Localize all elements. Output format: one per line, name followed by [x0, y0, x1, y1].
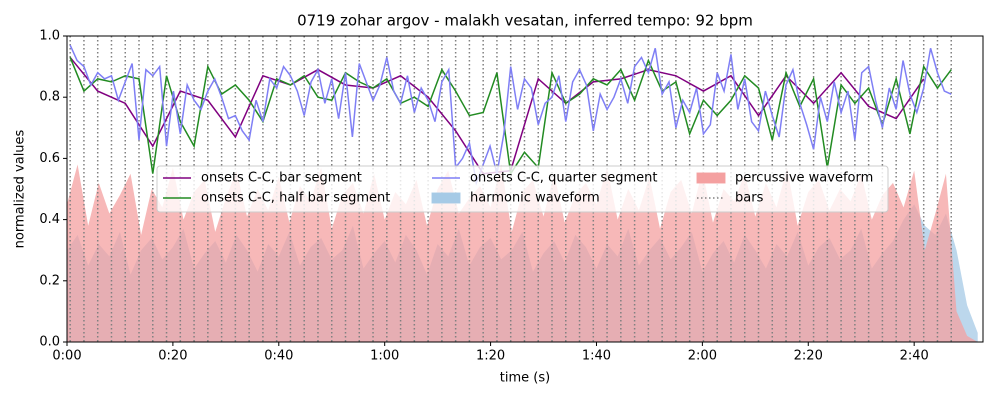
legend-swatch — [696, 172, 726, 184]
legend-label: harmonic waveform — [470, 191, 600, 206]
y-tick-label: 1.0 — [39, 29, 60, 44]
legend-label: onsets C-C, half bar segment — [201, 191, 390, 206]
y-tick-label: 0.8 — [39, 90, 60, 105]
chart-title: 0719 zohar argov - malakh vesatan, infer… — [297, 12, 753, 30]
legend-label: bars — [735, 191, 764, 206]
legend-label: percussive waveform — [735, 171, 873, 186]
legend-label: onsets C-C, quarter segment — [470, 171, 657, 186]
x-tick-label: 1:00 — [370, 349, 399, 364]
x-tick-label: 0:20 — [158, 349, 187, 364]
y-tick-label: 0.0 — [39, 335, 60, 350]
y-tick-label: 0.6 — [39, 151, 60, 166]
axes-frame — [66, 35, 984, 343]
x-tick-label: 2:40 — [900, 349, 929, 364]
x-tick-label: 0:40 — [264, 349, 293, 364]
x-axis-label: time (s) — [500, 371, 550, 386]
y-axis-label: normalized values — [13, 129, 28, 248]
series-line — [69, 44, 952, 186]
y-tick-label: 0.4 — [39, 212, 60, 227]
y-tick-label: 0.2 — [39, 273, 60, 288]
x-tick-label: 2:00 — [688, 349, 717, 364]
x-tick-label: 2:20 — [794, 349, 823, 364]
x-tick-label: 1:20 — [476, 349, 505, 364]
x-tick-label: 1:40 — [582, 349, 611, 364]
x-tick-label: 0:00 — [52, 349, 81, 364]
legend-label: onsets C-C, bar segment — [201, 171, 362, 186]
legend-swatch — [431, 192, 461, 204]
legend: onsets C-C, bar segment onsets C-C, half … — [156, 165, 889, 213]
